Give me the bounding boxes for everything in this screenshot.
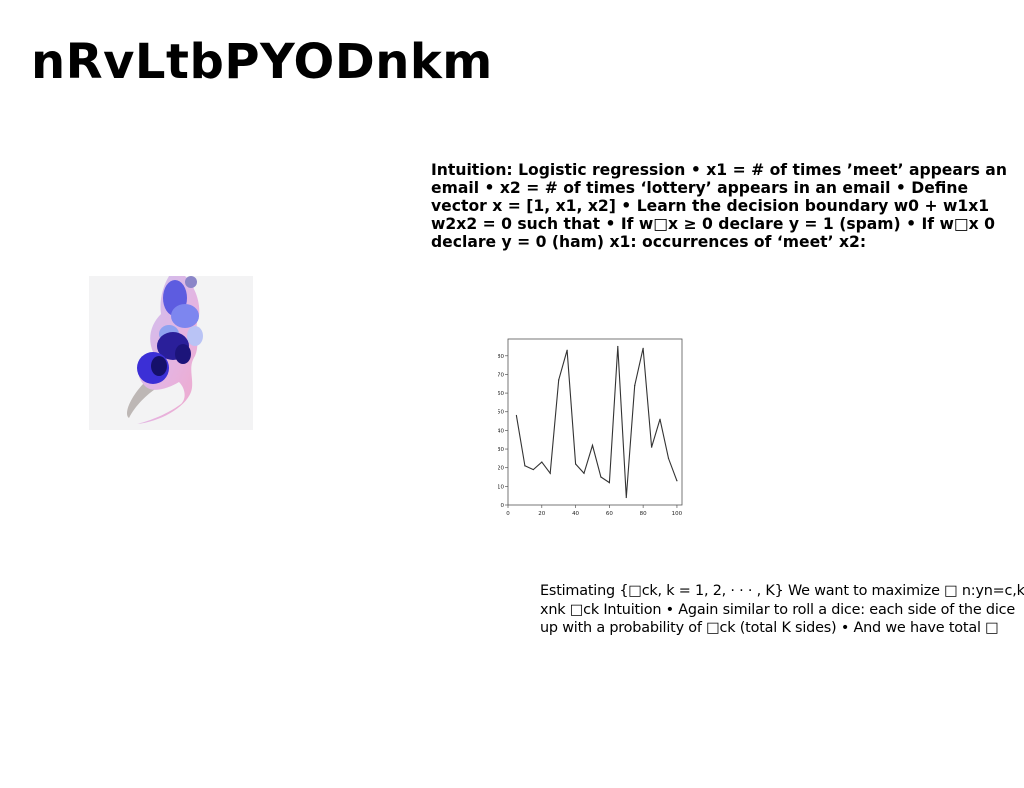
data-point: [617, 345, 619, 348]
y-tick-label: 80: [498, 354, 504, 360]
data-point: [515, 414, 518, 417]
data-point: [659, 418, 661, 420]
x-tick-label: 100: [672, 511, 683, 517]
data-point: [650, 446, 653, 448]
y-tick-label: 30: [498, 447, 504, 453]
data-point: [667, 457, 670, 459]
line-chart: 0 20 40 60 80 100 0 10 20 30 40 50 60 70 80: [498, 338, 683, 517]
data-point: [591, 444, 594, 446]
x-tick-label: 80: [640, 511, 647, 517]
y-tick-label: 0: [501, 503, 505, 509]
data-point: [676, 480, 678, 482]
data-point: [608, 482, 610, 484]
series-line: [515, 346, 678, 498]
data-point: [524, 465, 526, 467]
logistic-regression-text: Intuition: Logistic regression • x1 = # …: [431, 161, 1007, 251]
x-tick-label: 20: [538, 511, 545, 517]
data-point: [574, 463, 577, 465]
data-point: [583, 472, 585, 474]
flower-illustration: [126, 276, 203, 424]
data-point: [634, 385, 636, 387]
data-point: [549, 472, 551, 474]
y-tick-label: 50: [498, 410, 504, 416]
page-title: nRvLtbPYODnkm: [31, 34, 493, 90]
data-point: [541, 461, 543, 463]
x-tick-label: 60: [606, 511, 613, 517]
y-tick-label: 60: [498, 391, 504, 397]
plot-area: [507, 338, 683, 506]
y-tick-label: 40: [498, 428, 504, 434]
data-point: [600, 476, 602, 478]
data-point: [625, 496, 627, 499]
data-point: [558, 379, 560, 381]
data-point: [532, 468, 534, 471]
data-point: [566, 349, 568, 351]
x-tick-label: 40: [572, 511, 579, 517]
estimating-text: Estimating {□ck, k = 1, 2, · · · , K} We…: [540, 583, 1024, 636]
data-point: [642, 347, 644, 349]
flower-image: [89, 276, 253, 430]
x-tick-label: 0: [506, 511, 510, 517]
y-tick-label: 10: [498, 484, 504, 490]
y-tick-label: 20: [498, 466, 504, 472]
y-tick-label: 70: [498, 372, 504, 378]
